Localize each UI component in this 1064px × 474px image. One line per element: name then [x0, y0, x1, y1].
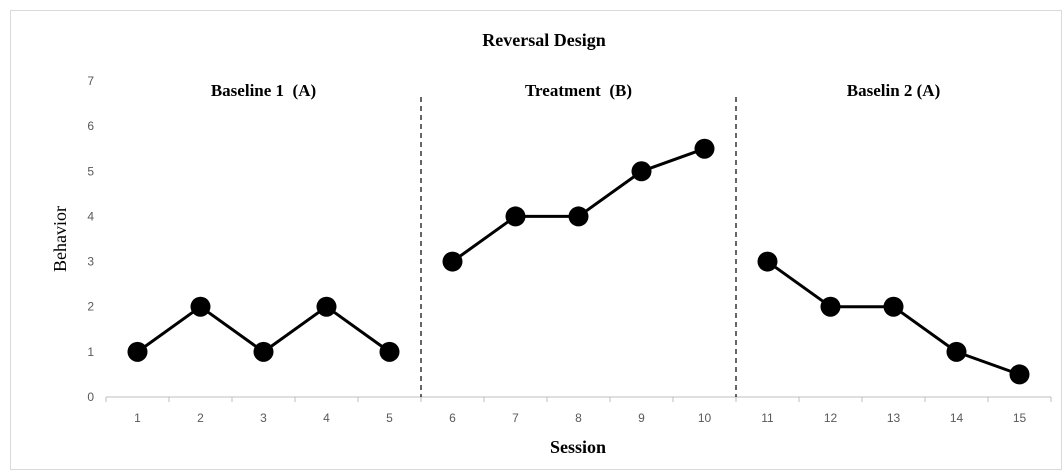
x-tick-label: 8 — [575, 411, 582, 425]
phase-line — [451, 147, 706, 263]
x-tick-label: 3 — [260, 411, 267, 425]
phase-labels: Baseline 1 (A) Treatment (B) Baselin 2 (A) — [211, 81, 940, 100]
data-point — [757, 251, 778, 272]
chart-frame — [10, 10, 1062, 470]
y-tick-label: 6 — [87, 119, 94, 133]
x-tick-label: 6 — [449, 411, 456, 425]
x-tick-label: 2 — [197, 411, 204, 425]
data-point — [316, 296, 337, 317]
y-tick-label: 4 — [87, 209, 94, 223]
x-tick-label: 5 — [386, 411, 393, 425]
data-series — [127, 138, 1030, 385]
phase-label: Baselin 2 (A) — [847, 81, 941, 100]
x-tick-label: 7 — [512, 411, 519, 425]
data-point — [631, 161, 652, 182]
data-point — [505, 206, 526, 227]
data-point — [694, 138, 715, 159]
x-axis-label: Session — [550, 437, 606, 457]
y-tick-label: 5 — [87, 164, 94, 178]
y-tick-label: 0 — [87, 390, 94, 404]
x-tick-label: 14 — [950, 411, 964, 425]
data-point — [820, 296, 841, 317]
phase-label: Baseline 1 (A) — [211, 81, 316, 100]
data-point — [568, 206, 589, 227]
x-tick-label: 12 — [824, 411, 838, 425]
data-point — [127, 341, 148, 362]
x-tick-label: 4 — [323, 411, 330, 425]
chart-title: Reversal Design — [482, 30, 605, 50]
x-tick-label: 15 — [1013, 411, 1027, 425]
data-point — [883, 296, 904, 317]
y-tick-label: 2 — [87, 300, 94, 314]
y-tick-label: 7 — [87, 74, 94, 88]
x-tick-label: 13 — [887, 411, 901, 425]
y-tick-label: 1 — [87, 345, 94, 359]
data-point — [190, 296, 211, 317]
x-tick-label: 1 — [134, 411, 141, 425]
y-axis-label: Behavior — [50, 206, 70, 272]
x-tick-label: 11 — [761, 411, 774, 425]
data-point — [379, 341, 400, 362]
data-point — [442, 251, 463, 272]
data-point — [946, 341, 967, 362]
x-tick-label: 9 — [638, 411, 645, 425]
data-point — [1009, 364, 1030, 385]
phase-dividers — [420, 97, 737, 397]
y-tick-label: 3 — [87, 255, 94, 269]
phase-line — [766, 260, 1021, 376]
phase-label: Treatment (B) — [525, 81, 632, 100]
x-tick-label: 10 — [698, 411, 712, 425]
data-point — [253, 341, 274, 362]
